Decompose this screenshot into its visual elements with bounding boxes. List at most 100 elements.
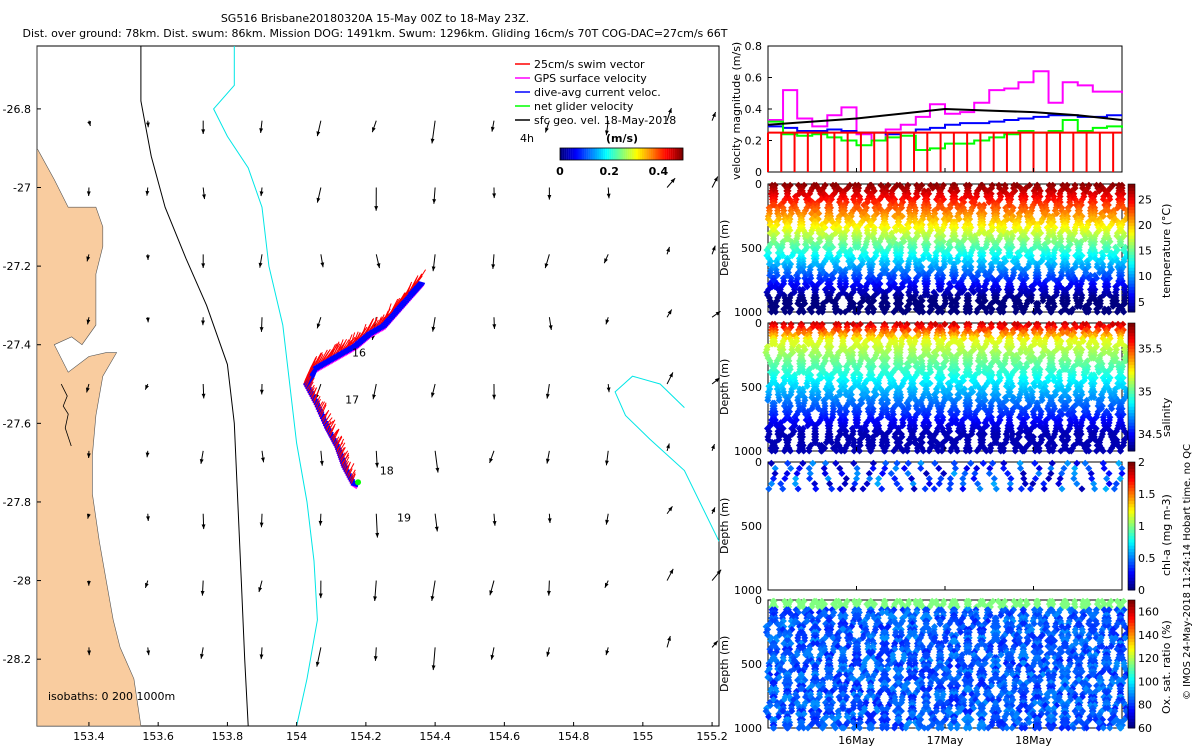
dac-vector bbox=[390, 311, 399, 316]
legend-label: dive-avg current veloc. bbox=[534, 86, 661, 99]
geo-arrow-head bbox=[375, 462, 379, 468]
colorbar-cell bbox=[627, 148, 630, 160]
geo-arrow-head bbox=[545, 127, 549, 133]
dac-vector bbox=[337, 351, 346, 356]
colorbar-cell bbox=[578, 148, 581, 160]
colorbar-cell bbox=[586, 148, 589, 160]
geo-arrow-head bbox=[373, 596, 377, 602]
swim-vector bbox=[368, 320, 376, 332]
geo-arrow-head bbox=[86, 319, 91, 325]
swim-vector bbox=[312, 353, 322, 367]
colorbar-cell bbox=[562, 148, 565, 160]
colorbar-cell bbox=[564, 148, 567, 160]
colorbar-cell bbox=[635, 148, 639, 160]
swim-vector bbox=[323, 351, 333, 361]
swim-vector bbox=[333, 436, 340, 446]
temperature-colorbar-cell bbox=[1128, 209, 1135, 214]
dac-vector bbox=[357, 339, 365, 343]
temperature-colorbar-tick-label: 20 bbox=[1138, 219, 1152, 232]
dac-vector bbox=[405, 294, 414, 299]
geo-arrow-head bbox=[545, 393, 550, 399]
geo-arrow-head bbox=[604, 582, 609, 588]
geo-arrow-head bbox=[86, 581, 91, 586]
swim-vector bbox=[319, 349, 328, 364]
dac-vector bbox=[339, 461, 348, 466]
geo-arrow-head bbox=[490, 654, 495, 660]
x-tick-label: 154.2 bbox=[350, 730, 382, 743]
swim-vector bbox=[343, 460, 349, 471]
dac-vector bbox=[335, 447, 343, 452]
swim-vector bbox=[350, 473, 356, 485]
swim-vector bbox=[334, 436, 343, 450]
swim-vector bbox=[314, 395, 321, 407]
geo-arrow-head bbox=[371, 127, 376, 133]
colorbar-cell bbox=[668, 148, 671, 160]
x-tick-label: 154.8 bbox=[558, 730, 590, 743]
colorbar-tick-label: 0.4 bbox=[649, 165, 669, 178]
swim-vector bbox=[309, 387, 315, 397]
isobath-200m bbox=[140, 46, 249, 727]
colorbar-cell bbox=[572, 148, 575, 160]
geo-arrow-head bbox=[430, 392, 435, 398]
swim-vector bbox=[339, 452, 346, 461]
geo-arrow-head bbox=[145, 255, 150, 261]
geo-arrow-head bbox=[201, 320, 205, 326]
swim-vector bbox=[334, 344, 342, 355]
title-line2: Dist. over ground: 78km. Dist. swum: 86k… bbox=[23, 27, 728, 40]
colorbar-cell bbox=[568, 148, 571, 160]
temperature-colorbar-cell bbox=[1128, 289, 1135, 294]
geo-arrow-head bbox=[489, 457, 493, 463]
x-tick-label: 154 bbox=[286, 730, 307, 743]
geo-arrow-head bbox=[261, 457, 265, 463]
geo-arrow-head bbox=[546, 651, 551, 657]
x-tick-label: 153.4 bbox=[73, 730, 105, 743]
dac-vector bbox=[350, 344, 358, 349]
y-tick-label: -28 bbox=[13, 575, 31, 588]
dac-vector bbox=[415, 283, 424, 288]
dac-vector bbox=[382, 320, 390, 325]
colorbar-cell bbox=[646, 148, 649, 160]
temperature-colorbar-cell bbox=[1128, 292, 1135, 297]
colorbar-cell bbox=[654, 148, 657, 160]
geo-arrow-head bbox=[667, 309, 672, 315]
swim-vector bbox=[375, 317, 382, 328]
swim-vector bbox=[315, 352, 323, 366]
swim-vector bbox=[380, 313, 390, 324]
temperature-colorbar-cell bbox=[1128, 190, 1135, 195]
geo-arrow-head bbox=[547, 518, 552, 524]
dac-vector bbox=[410, 289, 418, 294]
geo-arrow-head bbox=[201, 129, 206, 135]
colorbar-cell bbox=[596, 148, 600, 160]
dac-vector bbox=[407, 292, 415, 297]
colorbar-cell bbox=[648, 148, 651, 160]
temperature-colorbar-cell bbox=[1128, 203, 1135, 207]
velocity-ylabel: velocity magnitude (m/s) bbox=[730, 42, 743, 180]
x-tick-label: 155 bbox=[632, 730, 653, 743]
dac-vector bbox=[362, 334, 371, 339]
geo-arrow-head bbox=[668, 108, 672, 114]
dac-vector bbox=[330, 355, 339, 360]
colorbar-cell bbox=[590, 148, 593, 160]
geo-arrow-head bbox=[605, 519, 610, 525]
geo-arrow-head bbox=[86, 513, 91, 519]
dac-vector bbox=[380, 322, 389, 327]
colorbar-cell bbox=[560, 148, 563, 160]
geo-arrow-head bbox=[546, 590, 551, 596]
day-label: 17 bbox=[345, 394, 359, 407]
swim-vector bbox=[373, 319, 379, 329]
swim-vector bbox=[332, 343, 341, 356]
y-tick-label: -27.6 bbox=[3, 417, 31, 430]
colorbar-cell bbox=[613, 148, 616, 160]
swim-vector bbox=[349, 472, 356, 483]
geo-arrow-head bbox=[145, 452, 150, 458]
swim-vector bbox=[304, 377, 310, 387]
dac-vector bbox=[412, 286, 420, 291]
swim-vector bbox=[311, 387, 317, 400]
swim-vector bbox=[317, 401, 325, 414]
geo-arrow-head bbox=[316, 323, 321, 329]
dac-vector bbox=[354, 341, 363, 346]
swim-vector bbox=[408, 283, 416, 293]
geo-arrow-head bbox=[146, 516, 150, 521]
dac-vector bbox=[314, 364, 322, 369]
geo-arrow-head bbox=[259, 327, 264, 332]
